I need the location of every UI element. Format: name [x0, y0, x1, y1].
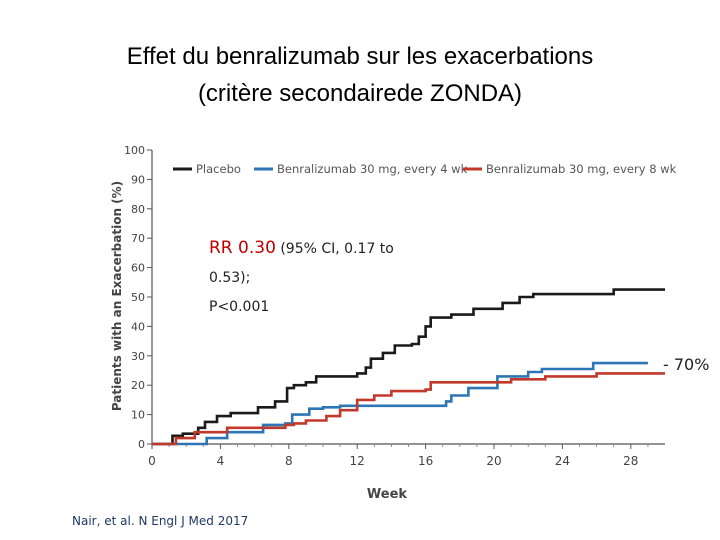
title-line-2: (critère secondairede ZONDA): [197, 80, 523, 107]
axes-layer: 0 10 20 30 40 50 60 70 80 90 100 0 4 8 12 16 20 24 28: [124, 144, 665, 468]
legend-label: Benralizumab 30 mg, every 4 wk: [277, 162, 468, 176]
rr-ci: (95% CI, 0.17 to: [275, 241, 394, 257]
y-tick-label: 80: [131, 203, 145, 216]
title-line-1: Effet du benralizumab sur les exacerbati…: [126, 43, 594, 70]
y-axis-label: Patients with an Exacerbation (%): [110, 181, 124, 411]
citation: Nair, et al. N Engl J Med 2017: [72, 514, 249, 528]
legend-label: Benralizumab 30 mg, every 8 wk: [486, 162, 677, 176]
series-line-benra-q4w: [152, 361, 648, 446]
y-tick-label: 100: [124, 144, 145, 157]
y-tick-label: 70: [131, 232, 145, 245]
y-tick-label: 30: [131, 350, 145, 363]
x-tick-label: 0: [148, 454, 156, 468]
x-tick-label: 24: [555, 454, 570, 468]
y-tick-label: 60: [131, 262, 145, 275]
y-tick-label: 10: [131, 409, 145, 422]
risk-ratio-annotation: RR 0.30 (95% CI, 0.17 to 0.53); P<0.001: [209, 234, 439, 322]
x-tick-label: 16: [418, 454, 433, 468]
rr-ci-end: 0.53);: [209, 270, 251, 286]
x-tick-label: 4: [217, 454, 225, 468]
y-tick-label: 50: [131, 291, 145, 304]
series-layer: [152, 288, 665, 446]
rr-pvalue: P<0.001: [209, 299, 270, 315]
x-tick-label: 28: [623, 454, 638, 468]
y-tick-label: 90: [131, 173, 145, 186]
series-line-benra-q8w: [152, 372, 665, 446]
y-tick-label: 0: [138, 438, 145, 451]
x-tick-label: 8: [285, 454, 293, 468]
reduction-label: - 70%: [663, 355, 710, 374]
slide-title: Effet du benralizumab sur les exacerbati…: [0, 38, 720, 112]
rr-value: RR 0.30: [209, 238, 276, 258]
series-line-placebo: [152, 288, 665, 446]
legend: Placebo Benralizumab 30 mg, every 4 wk Ben…: [173, 162, 677, 176]
x-tick-label: 20: [486, 454, 501, 468]
legend-label: Placebo: [196, 162, 241, 176]
y-tick-label: 20: [131, 379, 145, 392]
y-tick-label: 40: [131, 320, 145, 333]
x-tick-label: 12: [350, 454, 365, 468]
x-axis-label: Week: [367, 487, 408, 502]
